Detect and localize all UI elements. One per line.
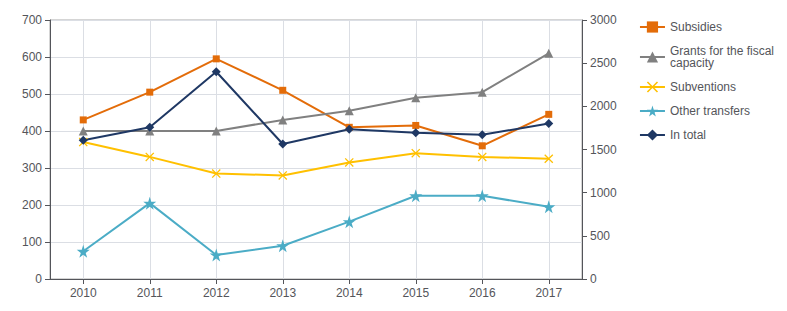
svg-text:700: 700 (22, 13, 42, 27)
svg-text:Other transfers: Other transfers (670, 104, 750, 118)
svg-text:1000: 1000 (590, 186, 617, 200)
svg-text:3000: 3000 (590, 13, 617, 27)
svg-text:Subsidies: Subsidies (670, 20, 722, 34)
svg-text:2014: 2014 (336, 286, 363, 300)
svg-text:Subventions: Subventions (670, 80, 736, 94)
svg-text:2012: 2012 (203, 286, 230, 300)
svg-text:2016: 2016 (469, 286, 496, 300)
svg-text:300: 300 (22, 161, 42, 175)
svg-text:2013: 2013 (269, 286, 296, 300)
svg-text:100: 100 (22, 235, 42, 249)
svg-text:2017: 2017 (535, 286, 562, 300)
svg-text:1500: 1500 (590, 143, 617, 157)
svg-text:0: 0 (35, 272, 42, 286)
svg-text:500: 500 (22, 87, 42, 101)
svg-text:600: 600 (22, 50, 42, 64)
svg-text:2500: 2500 (590, 56, 617, 70)
svg-text:400: 400 (22, 124, 42, 138)
svg-text:2015: 2015 (402, 286, 429, 300)
svg-text:0: 0 (590, 272, 597, 286)
svg-text:200: 200 (22, 198, 42, 212)
svg-text:capacity: capacity (670, 56, 714, 70)
svg-text:Grants for the fiscal: Grants for the fiscal (670, 44, 774, 58)
svg-text:2011: 2011 (137, 286, 163, 300)
svg-text:2010: 2010 (70, 286, 97, 300)
svg-text:500: 500 (590, 229, 610, 243)
svg-text:In total: In total (670, 128, 706, 142)
svg-text:2000: 2000 (590, 99, 617, 113)
